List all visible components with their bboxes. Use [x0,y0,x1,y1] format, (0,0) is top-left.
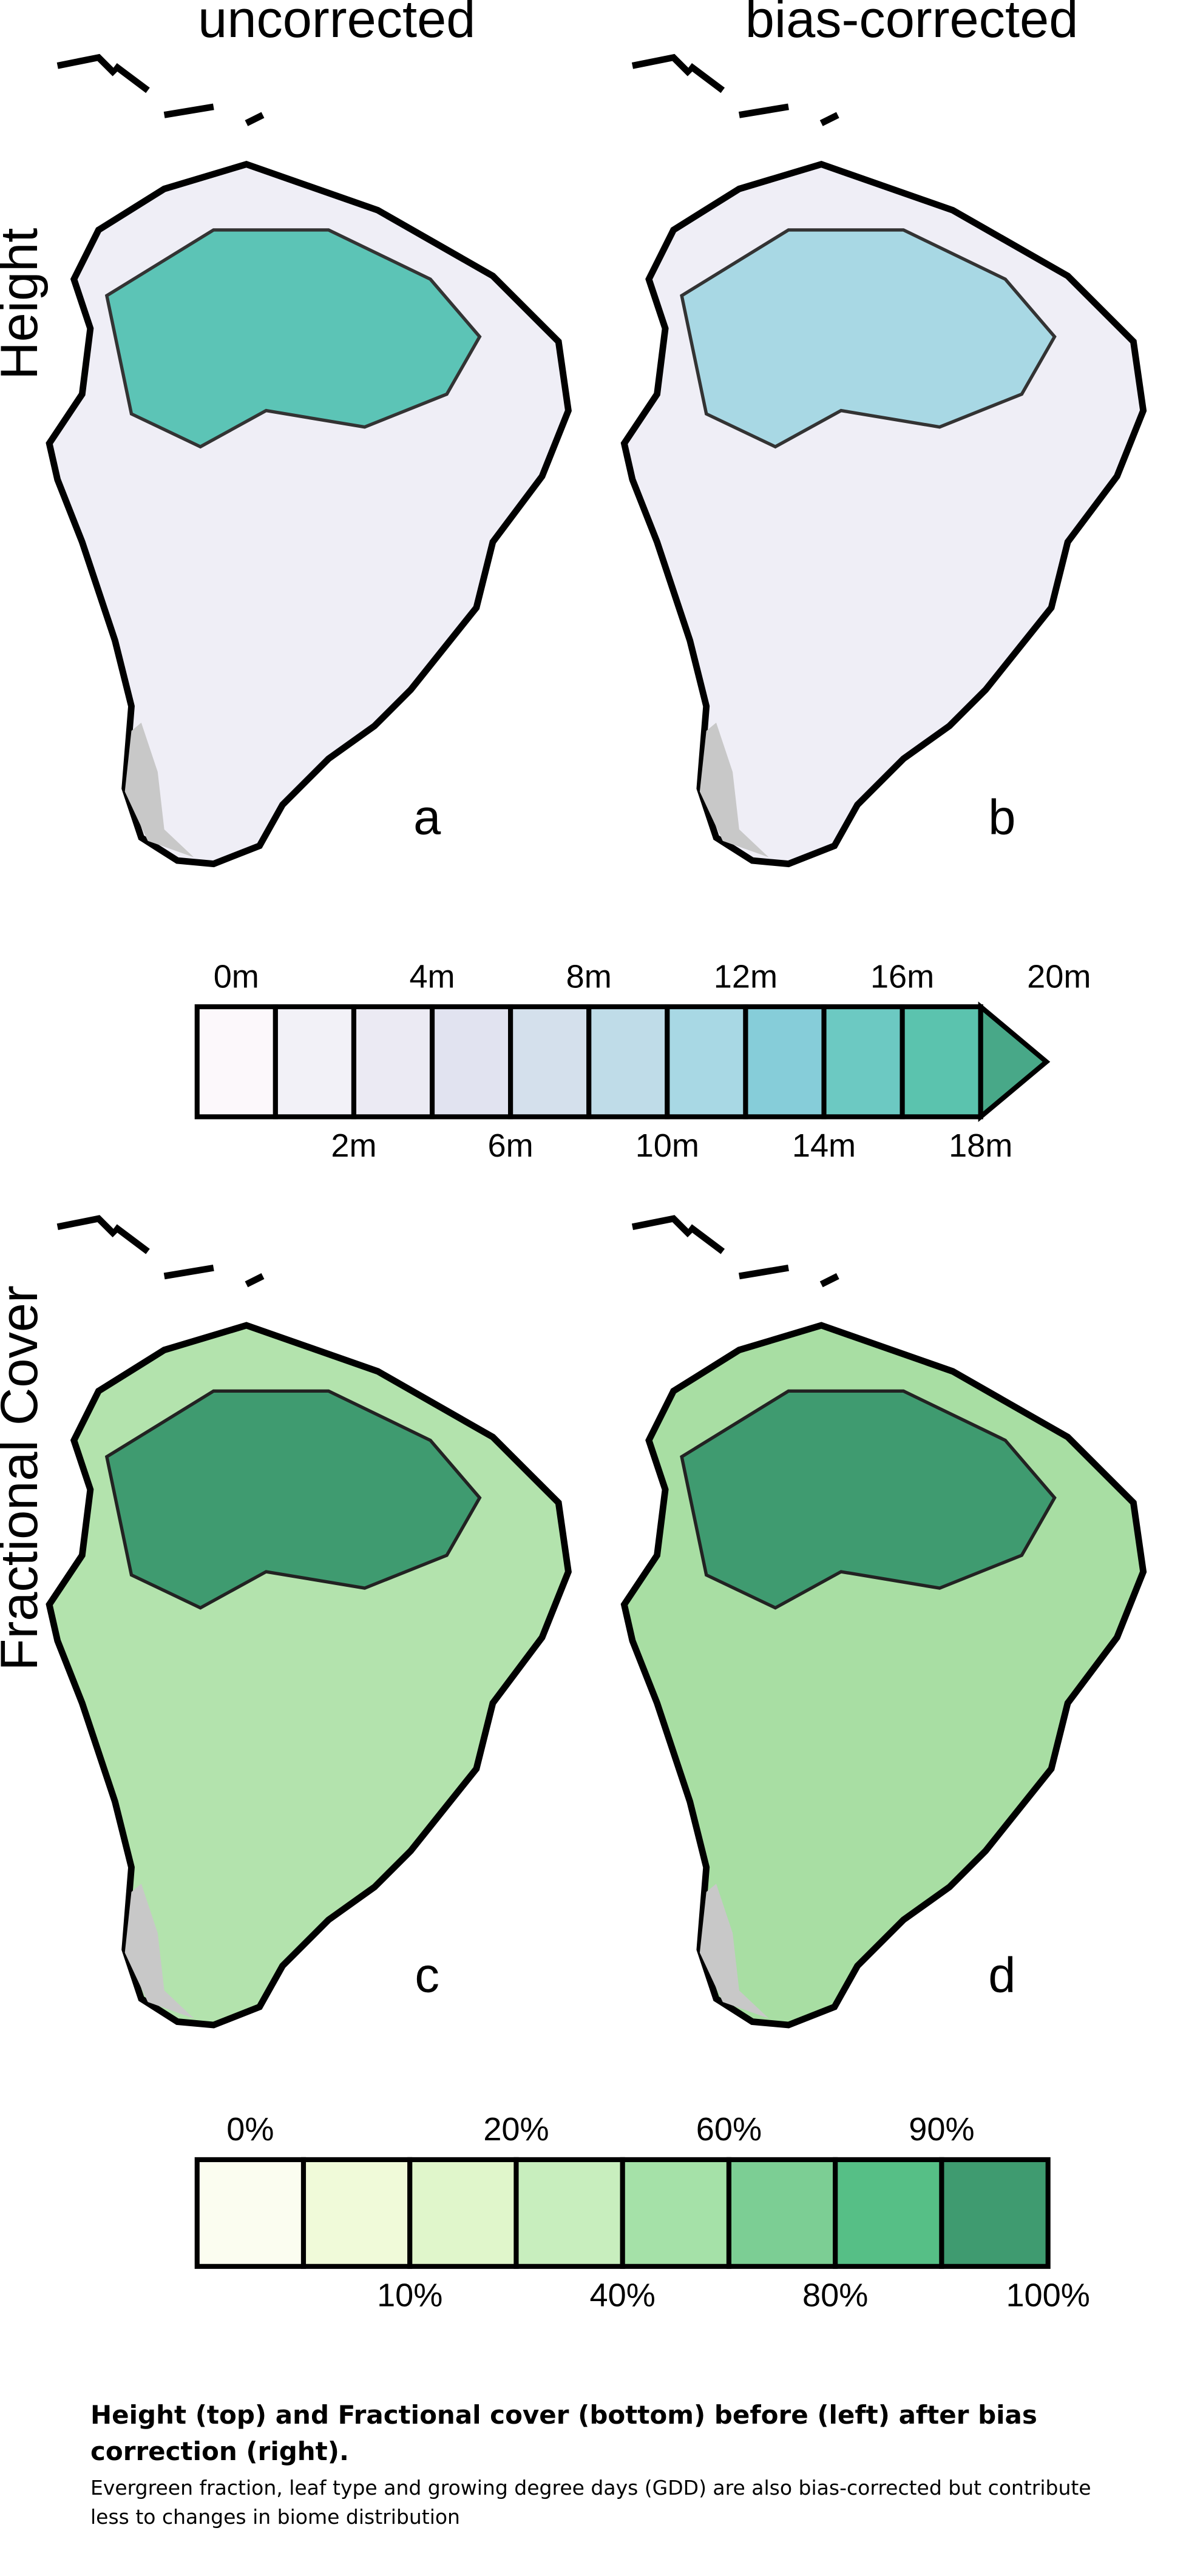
colorbar-label: 16m [870,958,934,995]
colorbar-box [273,1004,357,1120]
colorbar-label: 2m [331,1127,376,1164]
colorbar-label: 14m [792,1127,856,1164]
caption-title: Height (top) and Fractional cover (botto… [90,2400,1037,2466]
map-d: d [624,1219,1143,2025]
colorbar-box [665,1004,748,1120]
colorbar-box [821,1004,905,1120]
map-b: b [624,58,1143,864]
colorbar-box [351,1004,435,1120]
colorbar-box [900,1004,983,1120]
caption-text: Evergreen fraction, leaf type and growin… [90,2476,1091,2529]
row-label: Height [0,228,49,380]
panel-letter: d [988,1949,1015,2003]
colorbar-arrow [978,1001,1051,1123]
colorbar-box [939,2157,1051,2269]
colorbar-box [833,2157,944,2269]
colorbar-label: 0m [214,958,259,995]
colorbar-box [620,2157,732,2269]
colorbar-label: 4m [409,958,455,995]
colorbar-label: 18m [949,1127,1012,1164]
map-c: c [49,1219,568,2025]
colorbar-label: 8m [566,958,612,995]
colorbar-label: 6m [488,1127,534,1164]
colorbar-label: 90% [909,2111,974,2148]
height-colorbar: 0m 4m 8m 12m 16m 20m 2m 6m 10m 14m 18m [194,958,1091,1164]
colorbar-box [300,2157,413,2269]
column-title: bias-corrected [745,0,1079,49]
colorbar-box [194,1004,278,1120]
colorbar-label: 60% [696,2111,762,2148]
colorbar-label: 0% [226,2111,274,2148]
colorbar-label: 12m [714,958,778,995]
colorbar-label: 40% [590,2277,656,2314]
panel-letter: b [988,791,1015,845]
colorbar-box [743,1004,827,1120]
colorbar-box [407,2157,519,2269]
panel-letter: a [413,791,441,845]
colorbar-label: 10% [377,2277,442,2314]
column-title: uncorrected [198,0,475,49]
colorbar-label: 80% [802,2277,868,2314]
colorbar-box [508,1004,592,1120]
colorbar-label: 10m [635,1127,699,1164]
figure: uncorrected bias-corrected Height Fracti… [0,0,1186,2314]
colorbar-box [429,1004,513,1120]
colorbar-box [726,2157,838,2269]
colorbar-label: 20m [1027,958,1091,995]
caption: Height (top) and Fractional cover (botto… [90,2397,1110,2532]
map-a: a [49,58,568,864]
colorbar-label: 100% [1006,2277,1089,2314]
row-label: Fractional Cover [0,1285,49,1671]
colorbar-box [586,1004,670,1120]
colorbar-box [194,2157,307,2269]
colorbar-label: 20% [483,2111,549,2148]
colorbar-box [513,2157,625,2269]
cover-colorbar: 0% 20% 60% 90% 10% 40% 80% 100% [194,2111,1090,2314]
panel-letter: c [415,1949,439,2003]
